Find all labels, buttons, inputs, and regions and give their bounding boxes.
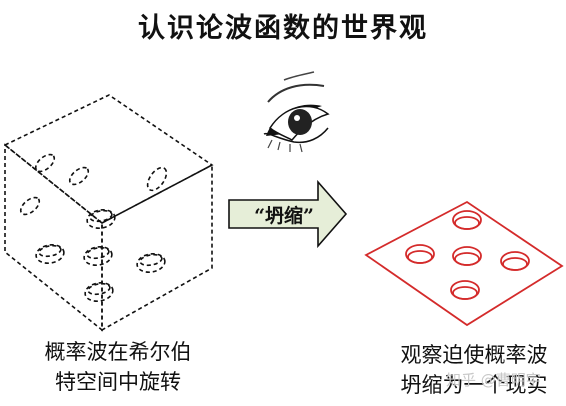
collapsed-pip [452,246,482,266]
caption-line: 特空间中旋转 [55,370,181,394]
collapsed-pip [405,244,435,264]
dice-front-face [101,163,213,332]
dice-pip [83,246,113,266]
collapse-arrow: “坍缩” [228,179,348,249]
collapsed-face [364,200,564,327]
collapsed-face-outline [364,200,564,327]
probability-dice [3,94,214,332]
dice-pip [136,253,166,273]
watermark: 知乎 @曹明宇 [446,371,541,389]
dice-left-face [4,143,103,332]
caption-line: 观察迫使概率波 [400,343,548,367]
dice-pip [35,244,65,264]
dice-pip-inner [86,246,110,260]
dice-pip [146,166,168,192]
dice-pip [68,166,90,186]
caption-line: 坍缩为一个现实 [400,373,548,397]
dice-pip-inner [89,209,113,223]
eye-icon [263,71,330,153]
dice-pip [84,282,114,302]
collapsed-pip [452,210,482,230]
caption-collapse: 观察迫使概率波 坍缩为一个现实 [382,340,566,400]
dice-pip-inner [87,282,111,296]
dice-pip [19,196,41,216]
caption-line: 概率波在希尔伯 [44,340,192,364]
dice-top-face [3,94,214,224]
collapsed-pip [500,251,530,271]
dice-pip-inner [139,253,163,267]
page-title: 认识论波函数的世界观 [138,13,428,44]
dice-pip-inner [38,244,62,258]
collapsed-pip [450,280,480,300]
dice-pip [86,209,116,229]
caption-probability-wave: 概率波在希尔伯 特空间中旋转 [28,337,208,397]
arrow-label: “坍缩” [254,204,314,227]
dice-pip [34,153,56,173]
